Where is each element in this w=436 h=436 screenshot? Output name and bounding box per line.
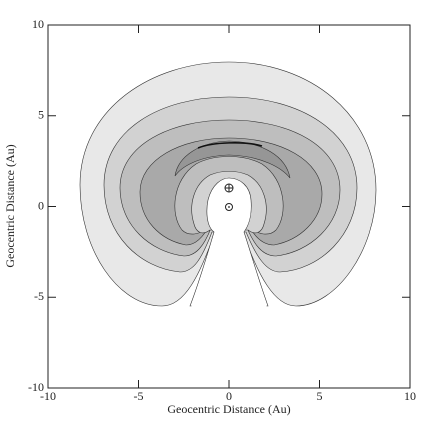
y-axis-label: Geocentric Distance (Au) bbox=[3, 144, 17, 267]
contour-hole bbox=[189, 177, 269, 307]
x-tick-label: 10 bbox=[404, 389, 416, 403]
contour-gap bbox=[190, 304, 268, 312]
y-tick-label: 0 bbox=[38, 198, 44, 212]
y-tick-label: -10 bbox=[28, 380, 44, 394]
x-tick-label: 0 bbox=[226, 389, 232, 403]
x-tick-label: -5 bbox=[134, 389, 144, 403]
markers bbox=[224, 183, 234, 211]
contour-field bbox=[79, 61, 377, 312]
y-tick-label: -5 bbox=[34, 289, 44, 303]
contour-peak bbox=[197, 142, 263, 149]
sun-symbol bbox=[225, 203, 233, 211]
x-tick-label: -10 bbox=[40, 389, 56, 403]
x-axis-label: Geocentric Distance (Au) bbox=[167, 402, 290, 416]
sun-symbol bbox=[228, 206, 230, 208]
x-tick-label: 5 bbox=[317, 389, 323, 403]
y-tick-label: 10 bbox=[32, 17, 44, 31]
y-tick-label: 5 bbox=[38, 108, 44, 122]
